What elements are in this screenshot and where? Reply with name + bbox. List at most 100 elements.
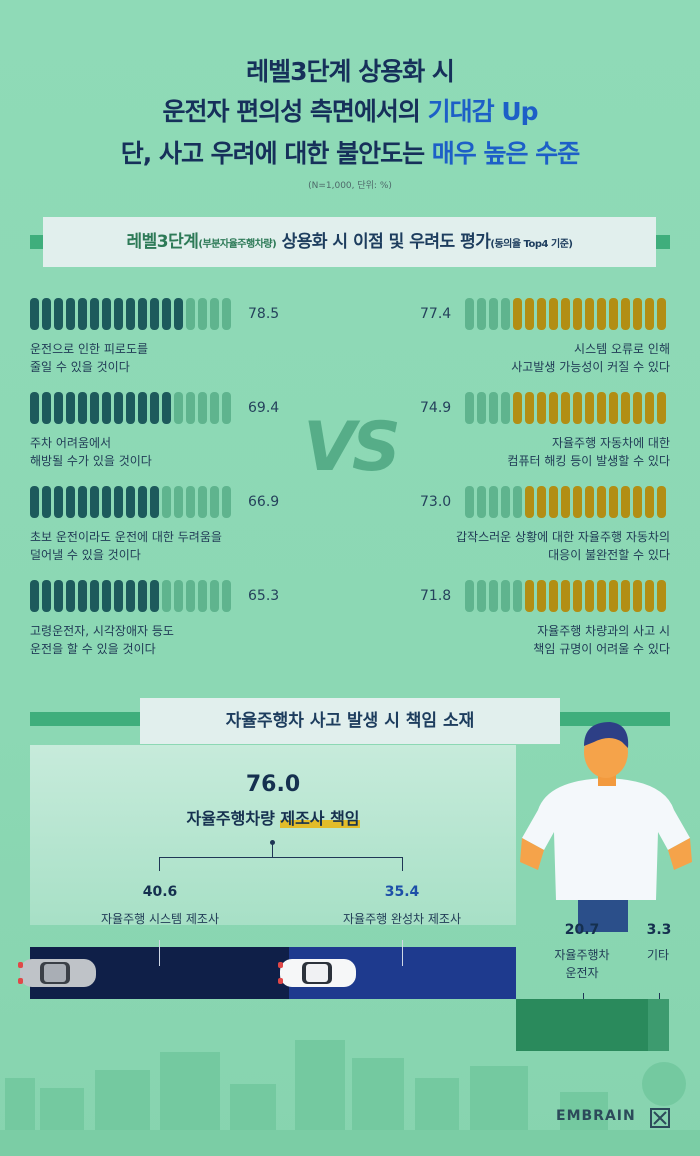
tick-mark (186, 392, 195, 424)
tick-mark (597, 486, 606, 518)
tick-mark (585, 486, 594, 518)
vehicle-maker-label: 자율주행 완성차 제조사 (342, 912, 462, 926)
tick-mark (609, 298, 618, 330)
tick-bar (465, 392, 666, 424)
concern-item: 73.0 갑작스러운 상황에 대한 자율주행 자동차의 대응이 불완전할 수 있다 (420, 486, 670, 566)
tick-mark (150, 392, 159, 424)
benefit-item: 65.3 고령운전자, 시각장애자 등도 운전을 할 수 있을 것이다 (30, 580, 280, 660)
tick-mark (537, 580, 546, 612)
category-label-line: 해방될 수가 있을 것이다 (30, 454, 152, 468)
category-label: 운전으로 인한 피로도를 줄일 수 있을 것이다 (30, 340, 280, 376)
tick-mark (30, 486, 39, 518)
unit-note: (N=1,000, 단위: %) (308, 181, 392, 191)
tick-mark (42, 580, 51, 612)
tick-mark (609, 580, 618, 612)
category-label-line: 고령운전자, 시각장애자 등도 (30, 624, 174, 638)
tick-mark (186, 486, 195, 518)
concern-item: 71.8 자율주행 차량과의 사고 시 책임 규명이 어려울 수 있다 (420, 580, 670, 660)
sys-pointer (159, 940, 160, 966)
tick-mark (525, 486, 534, 518)
headline-text-2a: 운전자 편의성 측면에서의 (162, 97, 428, 126)
tick-mark (525, 392, 534, 424)
tick-mark (186, 580, 195, 612)
embrain-logo-icon (650, 1108, 670, 1128)
tick-mark (621, 298, 630, 330)
tick-mark (549, 298, 558, 330)
tick-mark (126, 486, 135, 518)
category-label-line: 자율주행 자동차에 대한 (551, 436, 670, 450)
tick-mark (513, 580, 522, 612)
category-label-line: 운전으로 인한 피로도를 (30, 342, 149, 356)
tick-mark (477, 298, 486, 330)
system-maker-label: 자율주행 시스템 제조사 (100, 912, 220, 926)
tick-mark (114, 298, 123, 330)
vs-label: VS (303, 408, 401, 487)
tick-mark (633, 298, 642, 330)
headline-highlight-2: 기대감 Up (427, 97, 539, 126)
tick-bar (30, 580, 231, 612)
tick-mark (42, 392, 51, 424)
tick-mark (222, 580, 231, 612)
tick-mark (585, 298, 594, 330)
tick-mark (210, 298, 219, 330)
tick-bar (465, 580, 666, 612)
tick-mark (174, 580, 183, 612)
tick-mark (90, 486, 99, 518)
category-label-line: 책임 규명이 어려울 수 있다 (533, 642, 670, 656)
manufacturer-total-label: 자율주행차량 제조사 책임 (30, 805, 516, 829)
tick-mark (114, 392, 123, 424)
category-label: 주차 어려움에서 해방될 수가 있을 것이다 (30, 434, 280, 470)
tick-mark (138, 392, 147, 424)
tick-mark (489, 486, 498, 518)
tick-mark (90, 392, 99, 424)
tick-mark (78, 298, 87, 330)
tick-mark (525, 298, 534, 330)
tick-mark (621, 486, 630, 518)
tick-mark (537, 486, 546, 518)
value-label: 78.5 (248, 306, 280, 322)
tick-mark (537, 392, 546, 424)
tick-mark (573, 298, 582, 330)
manufacturer-total-label-a: 자율주행차량 (186, 809, 281, 828)
tick-bar (30, 392, 231, 424)
white-car-icon (278, 959, 356, 987)
headline-text-1: 레벨3단계 상용화 시 (246, 57, 455, 86)
tick-mark (150, 298, 159, 330)
tick-mark (150, 486, 159, 518)
tick-mark (573, 580, 582, 612)
city-skyline-illustration (0, 1040, 700, 1156)
tick-mark (585, 580, 594, 612)
tick-mark (609, 392, 618, 424)
other-value: 3.3 (646, 922, 672, 938)
tick-mark (102, 580, 111, 612)
tick-mark (657, 580, 666, 612)
tick-mark (621, 392, 630, 424)
tick-mark (465, 392, 474, 424)
tick-mark (489, 580, 498, 612)
value-label: 69.4 (248, 400, 280, 416)
headline-line-2: 운전자 편의성 측면에서의 기대감 Up (0, 92, 700, 128)
category-label-line: 자율주행 차량과의 사고 시 (537, 624, 670, 638)
tick-mark (126, 298, 135, 330)
tick-bar (30, 486, 231, 518)
section2-title: 자율주행차 사고 발생 시 책임 소재 (140, 698, 560, 744)
bracket-stem (272, 842, 273, 857)
tick-mark (621, 580, 630, 612)
tick-mark (222, 298, 231, 330)
tick-mark (162, 486, 171, 518)
tick-mark (585, 392, 594, 424)
headline-line-3: 단, 사고 우려에 대한 불안도는 매우 높은 수준 (0, 134, 700, 170)
bracket-left-leg (159, 857, 160, 871)
tick-mark (645, 298, 654, 330)
headline-text-3a: 단, 사고 우려에 대한 불안도는 (120, 139, 432, 168)
tick-mark (90, 298, 99, 330)
tick-mark (537, 298, 546, 330)
tick-mark (501, 392, 510, 424)
tick-mark (501, 580, 510, 612)
category-label-line: 사고발생 가능성이 커질 수 있다 (511, 360, 670, 374)
tick-mark (126, 580, 135, 612)
tick-mark (573, 486, 582, 518)
driver-value: 20.7 (564, 922, 600, 938)
bracket-bar (159, 857, 402, 858)
tick-mark (42, 486, 51, 518)
